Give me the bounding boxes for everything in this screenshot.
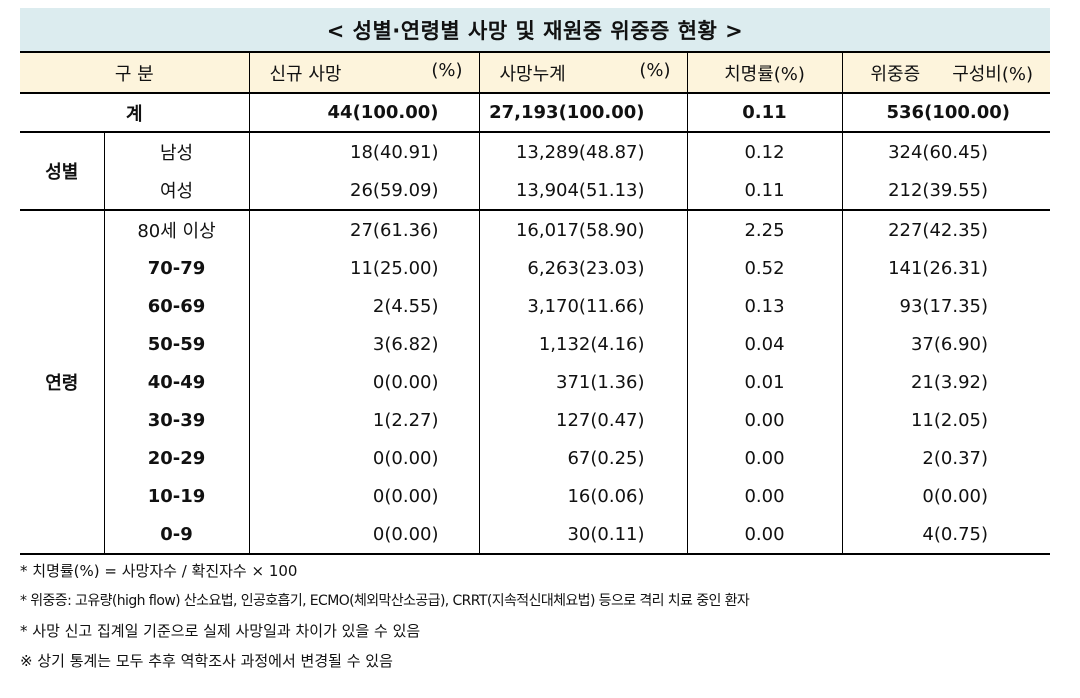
cell-cum-deaths: 16(0.06) <box>478 477 688 515</box>
cell-new-deaths: 0(0.00) <box>248 439 480 477</box>
table-row: 40-49 0(0.00) 371(1.36) 0.01 21(3.92) <box>20 363 1050 401</box>
footnote: * 사망 신고 집계일 기준으로 실제 사망일과 차이가 있을 수 있음 <box>20 622 421 640</box>
header-row: 구 분 신규 사망 (%) 사망누계 (%) 치명률(%) 위중증 구성비(%) <box>20 51 1050 94</box>
table-row: 여성 26(59.09) 13,904(51.13) 0.11 212(39.5… <box>20 171 1050 211</box>
table-row: 0-9 0(0.00) 30(0.11) 0.00 4(0.75) <box>20 515 1050 555</box>
row-label: 여성 <box>104 171 250 211</box>
cell-fatality: 0.00 <box>686 401 843 439</box>
header-cum-deaths-pct: (%) <box>639 59 671 81</box>
cell-severe: 0(0.00) <box>841 477 1050 515</box>
cell-cum-deaths: 13,289(48.87) <box>478 132 688 171</box>
cell-cum-deaths: 30(0.11) <box>478 515 688 555</box>
cell-fatality: 0.00 <box>686 477 843 515</box>
cell-fatality: 0.13 <box>686 287 843 325</box>
header-severe: 위중증 구성비(%) <box>841 51 1050 94</box>
header-cum-deaths-label: 사망누계 <box>499 63 566 85</box>
cell-cum-deaths: 6,263(23.03) <box>478 249 688 287</box>
cell-cum-deaths: 127(0.47) <box>478 401 688 439</box>
total-cum-deaths: 27,193(100.00) <box>478 93 688 133</box>
row-label: 20-29 <box>104 439 250 477</box>
cell-new-deaths: 0(0.00) <box>248 515 480 555</box>
table-row: 연령 80세 이상 27(61.36) 16,017(58.90) 2.25 2… <box>20 210 1050 555</box>
header-new-deaths-label: 신규 사망 <box>269 63 342 85</box>
table-row: 60-69 2(4.55) 3,170(11.66) 0.13 93(17.35… <box>20 287 1050 325</box>
footnote: * 위중증: 고유량(high flow) 산소요법, 인공호흡기, ECMO(… <box>20 593 750 609</box>
sex-group-label: 성별 <box>20 132 105 211</box>
row-label: 10-19 <box>104 477 250 515</box>
header-cum-deaths: 사망누계 (%) <box>478 51 688 94</box>
cell-cum-deaths: 1,132(4.16) <box>478 325 688 363</box>
cell-new-deaths: 3(6.82) <box>248 325 480 363</box>
cell-fatality: 0.52 <box>686 249 843 287</box>
table-row: 70-79 11(25.00) 6,263(23.03) 0.52 141(26… <box>20 249 1050 287</box>
stats-table: 구 분 신규 사망 (%) 사망누계 (%) 치명률(%) 위중증 구성비(%) 계 … <box>20 51 1050 555</box>
cell-severe: 93(17.35) <box>841 287 1050 325</box>
total-row: 계 44(100.00) 27,193(100.00) 0.11 536(100… <box>20 93 1050 133</box>
total-new-deaths: 44(100.00) <box>248 93 480 133</box>
row-label: 40-49 <box>104 363 250 401</box>
footnote: * 치명률(%) = 사망자수 / 확진자수 × 100 <box>20 562 298 580</box>
cell-severe: 324(60.45) <box>841 132 1050 171</box>
footnotes: * 치명률(%) = 사망자수 / 확진자수 × 100 * 위중증: 고유량(… <box>20 556 750 676</box>
header-fatality: 치명률(%) <box>686 51 843 94</box>
header-new-deaths: 신규 사망 (%) <box>248 51 480 94</box>
cell-new-deaths: 11(25.00) <box>248 249 480 287</box>
row-label: 30-39 <box>104 401 250 439</box>
cell-cum-deaths: 3,170(11.66) <box>478 287 688 325</box>
row-label: 70-79 <box>104 249 250 287</box>
cell-severe: 37(6.90) <box>841 325 1050 363</box>
cell-severe: 212(39.55) <box>841 171 1050 211</box>
total-label: 계 <box>20 93 250 133</box>
cell-cum-deaths: 16,017(58.90) <box>478 210 688 249</box>
row-label: 남성 <box>103 132 250 171</box>
header-severe-label: 위중증 <box>870 63 921 85</box>
cell-severe: 21(3.92) <box>841 363 1050 401</box>
cell-fatality: 2.25 <box>686 210 843 249</box>
total-fatality: 0.11 <box>686 93 843 133</box>
table-title: < 성별·연령별 사망 및 재원중 위중증 현황 > <box>20 8 1050 51</box>
table-row: 성별 남성 18(40.91) 13,289(48.87) 0.12 324(6… <box>20 132 1050 211</box>
table-row: 50-59 3(6.82) 1,132(4.16) 0.04 37(6.90) <box>20 325 1050 363</box>
cell-fatality: 0.12 <box>686 132 843 171</box>
cell-cum-deaths: 67(0.25) <box>478 439 688 477</box>
header-category: 구 분 <box>20 51 250 94</box>
cell-new-deaths: 0(0.00) <box>248 477 480 515</box>
cell-new-deaths: 1(2.27) <box>248 401 480 439</box>
cell-fatality: 0.04 <box>686 325 843 363</box>
cell-new-deaths: 0(0.00) <box>248 363 480 401</box>
table-row: 20-29 0(0.00) 67(0.25) 0.00 2(0.37) <box>20 439 1050 477</box>
cell-severe: 227(42.35) <box>841 210 1050 249</box>
cell-fatality: 0.11 <box>686 171 843 211</box>
table-row: 10-19 0(0.00) 16(0.06) 0.00 0(0.00) <box>20 477 1050 515</box>
cell-fatality: 0.01 <box>686 363 843 401</box>
header-severe-ratio: 구성비(%) <box>952 63 1034 85</box>
cell-severe: 11(2.05) <box>841 401 1050 439</box>
age-group-label: 연령 <box>20 210 105 555</box>
footnote: ※ 상기 통계는 모두 추후 역학조사 과정에서 변경될 수 있음 <box>20 652 393 670</box>
cell-severe: 141(26.31) <box>841 249 1050 287</box>
cell-new-deaths: 2(4.55) <box>248 287 480 325</box>
cell-new-deaths: 26(59.09) <box>248 171 480 211</box>
cell-fatality: 0.00 <box>686 515 843 555</box>
row-label: 80세 이상 <box>103 210 250 249</box>
row-label: 0-9 <box>104 515 250 555</box>
cell-severe: 4(0.75) <box>841 515 1050 555</box>
cell-new-deaths: 18(40.91) <box>248 132 480 171</box>
cell-fatality: 0.00 <box>686 439 843 477</box>
row-label: 50-59 <box>104 325 250 363</box>
cell-cum-deaths: 371(1.36) <box>478 363 688 401</box>
table-row: 30-39 1(2.27) 127(0.47) 0.00 11(2.05) <box>20 401 1050 439</box>
cell-cum-deaths: 13,904(51.13) <box>478 171 688 211</box>
total-severe: 536(100.00) <box>841 93 1050 133</box>
header-new-deaths-pct: (%) <box>431 59 463 81</box>
row-label: 60-69 <box>104 287 250 325</box>
cell-severe: 2(0.37) <box>841 439 1050 477</box>
cell-new-deaths: 27(61.36) <box>248 210 480 249</box>
